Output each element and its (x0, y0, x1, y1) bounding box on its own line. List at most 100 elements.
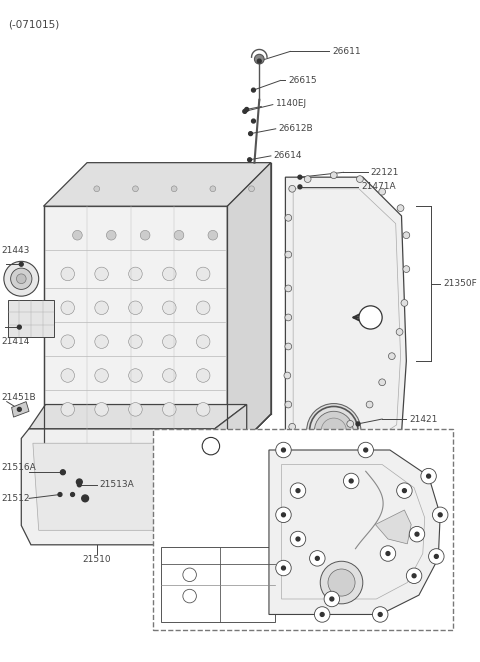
Circle shape (285, 401, 292, 408)
Circle shape (249, 132, 252, 136)
Polygon shape (21, 429, 223, 545)
Text: 26611: 26611 (333, 47, 361, 56)
Circle shape (296, 537, 300, 541)
Circle shape (379, 379, 385, 386)
Circle shape (61, 402, 74, 416)
Circle shape (324, 591, 339, 607)
FancyBboxPatch shape (8, 300, 54, 337)
Circle shape (61, 335, 74, 348)
Text: a: a (281, 446, 286, 455)
Circle shape (208, 230, 218, 240)
Text: b: b (329, 594, 334, 604)
Text: 26612B: 26612B (278, 124, 313, 133)
Text: a: a (187, 570, 192, 579)
Circle shape (401, 300, 408, 307)
Polygon shape (44, 163, 271, 206)
Text: (-071015): (-071015) (8, 19, 59, 29)
Circle shape (95, 402, 108, 416)
Text: VIEW: VIEW (165, 440, 204, 453)
Text: a: a (438, 510, 443, 519)
Circle shape (252, 119, 255, 123)
Circle shape (330, 597, 334, 601)
Circle shape (95, 301, 108, 314)
Circle shape (347, 420, 354, 427)
Text: 26614: 26614 (274, 152, 302, 160)
Circle shape (129, 301, 142, 314)
Circle shape (196, 267, 210, 281)
Circle shape (132, 186, 138, 192)
Circle shape (163, 301, 176, 314)
Circle shape (307, 404, 361, 457)
Circle shape (285, 285, 292, 292)
Circle shape (94, 186, 100, 192)
Text: 1571TA: 1571TA (211, 444, 245, 453)
Circle shape (320, 612, 324, 616)
Circle shape (359, 306, 382, 329)
Text: a: a (320, 610, 324, 619)
Circle shape (276, 560, 291, 576)
Text: 21451B: 21451B (1, 393, 36, 402)
Circle shape (58, 493, 62, 496)
Circle shape (129, 267, 142, 281)
Circle shape (289, 424, 296, 430)
Circle shape (177, 444, 181, 448)
Circle shape (252, 88, 255, 92)
Text: a: a (281, 510, 286, 519)
Text: 26615: 26615 (288, 76, 317, 85)
Circle shape (95, 335, 108, 348)
Circle shape (320, 561, 363, 604)
Polygon shape (33, 444, 211, 530)
Text: 21473: 21473 (379, 448, 408, 457)
Circle shape (76, 479, 82, 485)
Text: a: a (378, 610, 383, 619)
Circle shape (163, 402, 176, 416)
Circle shape (196, 402, 210, 416)
Text: 21513A: 21513A (100, 481, 134, 489)
Circle shape (19, 262, 23, 266)
Circle shape (409, 526, 425, 542)
Circle shape (402, 489, 407, 493)
Circle shape (357, 175, 363, 183)
Circle shape (432, 507, 448, 522)
Circle shape (163, 335, 176, 348)
Circle shape (140, 230, 150, 240)
Circle shape (17, 407, 21, 411)
Polygon shape (12, 402, 29, 417)
Circle shape (61, 470, 65, 474)
Circle shape (77, 483, 81, 487)
Polygon shape (269, 450, 440, 614)
Circle shape (168, 459, 171, 463)
Circle shape (397, 205, 404, 212)
Circle shape (243, 109, 247, 113)
Circle shape (344, 473, 359, 489)
Circle shape (254, 54, 264, 64)
Circle shape (282, 566, 286, 570)
Text: b: b (315, 554, 320, 563)
Polygon shape (286, 177, 407, 457)
Circle shape (356, 422, 360, 426)
Circle shape (380, 545, 396, 561)
Circle shape (378, 612, 382, 616)
Text: 21471A: 21471A (361, 182, 396, 191)
Circle shape (284, 372, 291, 379)
Circle shape (196, 301, 210, 314)
Text: b: b (385, 549, 390, 558)
Circle shape (290, 483, 306, 498)
Circle shape (61, 301, 74, 314)
Polygon shape (44, 206, 228, 457)
Circle shape (11, 268, 32, 289)
Polygon shape (375, 510, 411, 544)
Circle shape (183, 589, 196, 603)
Circle shape (429, 549, 444, 564)
Circle shape (4, 261, 39, 296)
Circle shape (282, 513, 286, 517)
Circle shape (285, 214, 292, 221)
Circle shape (388, 353, 395, 359)
Circle shape (296, 489, 300, 493)
Circle shape (315, 557, 319, 560)
Text: a: a (281, 563, 286, 573)
Text: b: b (296, 534, 300, 544)
Circle shape (379, 188, 385, 195)
Circle shape (60, 470, 65, 475)
Text: b: b (296, 486, 300, 495)
